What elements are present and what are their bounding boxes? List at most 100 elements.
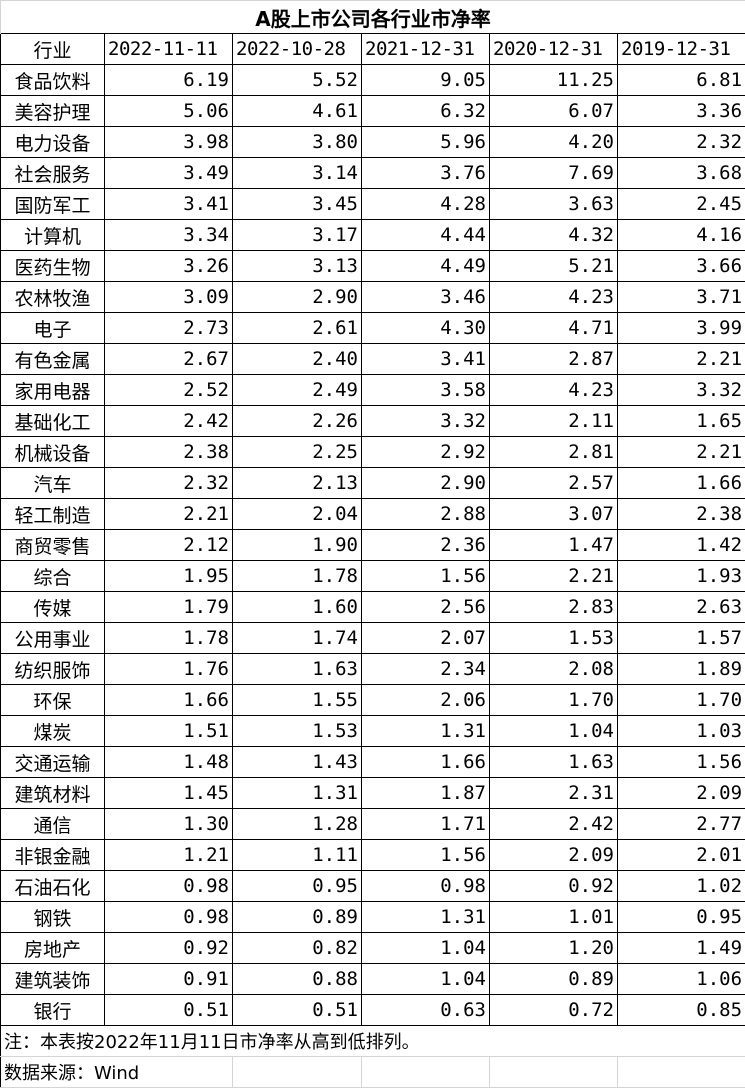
industry-name: 食品饮料 [1,65,105,96]
pb-value: 2.90 [233,282,362,313]
industry-name: 公用事业 [1,623,105,654]
pb-value: 3.32 [618,375,745,406]
pb-value: 6.19 [105,65,233,96]
industry-name: 电子 [1,313,105,344]
pb-value: 2.81 [490,437,618,468]
industry-name: 非银金融 [1,840,105,871]
pb-value: 5.96 [362,127,490,158]
pb-value: 0.98 [105,902,233,933]
header-date: 2022-11-11 [105,34,233,65]
pb-value: 1.31 [362,902,490,933]
pb-value: 5.21 [490,251,618,282]
table-title: A股上市公司各行业市净率 [1,1,745,34]
pb-value: 1.57 [618,623,745,654]
pb-value: 3.41 [105,189,233,220]
industry-name: 家用电器 [1,375,105,406]
table-note: 注：本表按2022年11月11日市净率从高到低排列。 [1,1026,745,1057]
industry-name: 房地产 [1,933,105,964]
pb-value: 6.32 [362,96,490,127]
pb-value: 4.44 [362,220,490,251]
pb-value: 0.51 [233,995,362,1026]
pb-value: 3.13 [233,251,362,282]
pb-value: 2.06 [362,685,490,716]
pb-value: 2.92 [362,437,490,468]
pb-value: 2.04 [233,499,362,530]
pb-value: 2.45 [618,189,745,220]
pb-value: 1.93 [618,561,745,592]
pb-value: 3.07 [490,499,618,530]
pb-value: 3.34 [105,220,233,251]
pb-value: 4.30 [362,313,490,344]
pb-value: 0.89 [233,902,362,933]
pb-value: 1.02 [618,871,745,902]
pb-value: 2.32 [105,468,233,499]
pb-value: 4.71 [490,313,618,344]
header-date: 2020-12-31 [490,34,618,65]
pb-value: 1.11 [233,840,362,871]
pb-value: 0.85 [618,995,745,1026]
industry-name: 美容护理 [1,96,105,127]
pb-value: 1.04 [490,716,618,747]
industry-name: 国防军工 [1,189,105,220]
pb-value: 3.09 [105,282,233,313]
pb-value: 1.66 [618,468,745,499]
industry-name: 煤炭 [1,716,105,747]
pb-value: 2.21 [490,561,618,592]
industry-name: 计算机 [1,220,105,251]
pb-value: 2.57 [490,468,618,499]
pb-value: 2.21 [618,344,745,375]
pb-value: 1.56 [362,840,490,871]
pb-value: 2.61 [233,313,362,344]
pb-value: 1.63 [490,747,618,778]
industry-name: 汽车 [1,468,105,499]
empty-cell [490,1057,618,1088]
pb-value: 1.04 [362,933,490,964]
pb-value: 2.52 [105,375,233,406]
pb-value: 3.99 [618,313,745,344]
source-row: 数据来源：Wind [1,1057,745,1088]
pb-value: 1.51 [105,716,233,747]
industry-name: 传媒 [1,592,105,623]
pb-value: 4.49 [362,251,490,282]
pb-value: 1.49 [618,933,745,964]
pb-value: 3.32 [362,406,490,437]
industry-name: 石油石化 [1,871,105,902]
industry-name: 纺织服饰 [1,654,105,685]
pb-value: 6.81 [618,65,745,96]
industry-name: 医药生物 [1,251,105,282]
pb-value: 1.21 [105,840,233,871]
pb-value: 1.31 [233,778,362,809]
pb-value: 2.42 [490,809,618,840]
industry-name: 电力设备 [1,127,105,158]
pb-value: 0.82 [233,933,362,964]
pb-value: 3.80 [233,127,362,158]
pb-value: 0.95 [233,871,362,902]
data-source: 数据来源：Wind [1,1057,233,1088]
pb-value: 2.07 [362,623,490,654]
pb-value: 9.05 [362,65,490,96]
pb-value: 1.63 [233,654,362,685]
industry-name: 综合 [1,561,105,592]
pb-value: 2.09 [618,778,745,809]
industry-name: 社会服务 [1,158,105,189]
pb-value: 0.95 [618,902,745,933]
industry-name: 通信 [1,809,105,840]
pb-value: 1.89 [618,654,745,685]
pb-value: 2.38 [105,437,233,468]
pb-value: 2.12 [105,530,233,561]
pb-value: 2.26 [233,406,362,437]
pb-value: 0.98 [105,871,233,902]
pb-value: 2.36 [362,530,490,561]
